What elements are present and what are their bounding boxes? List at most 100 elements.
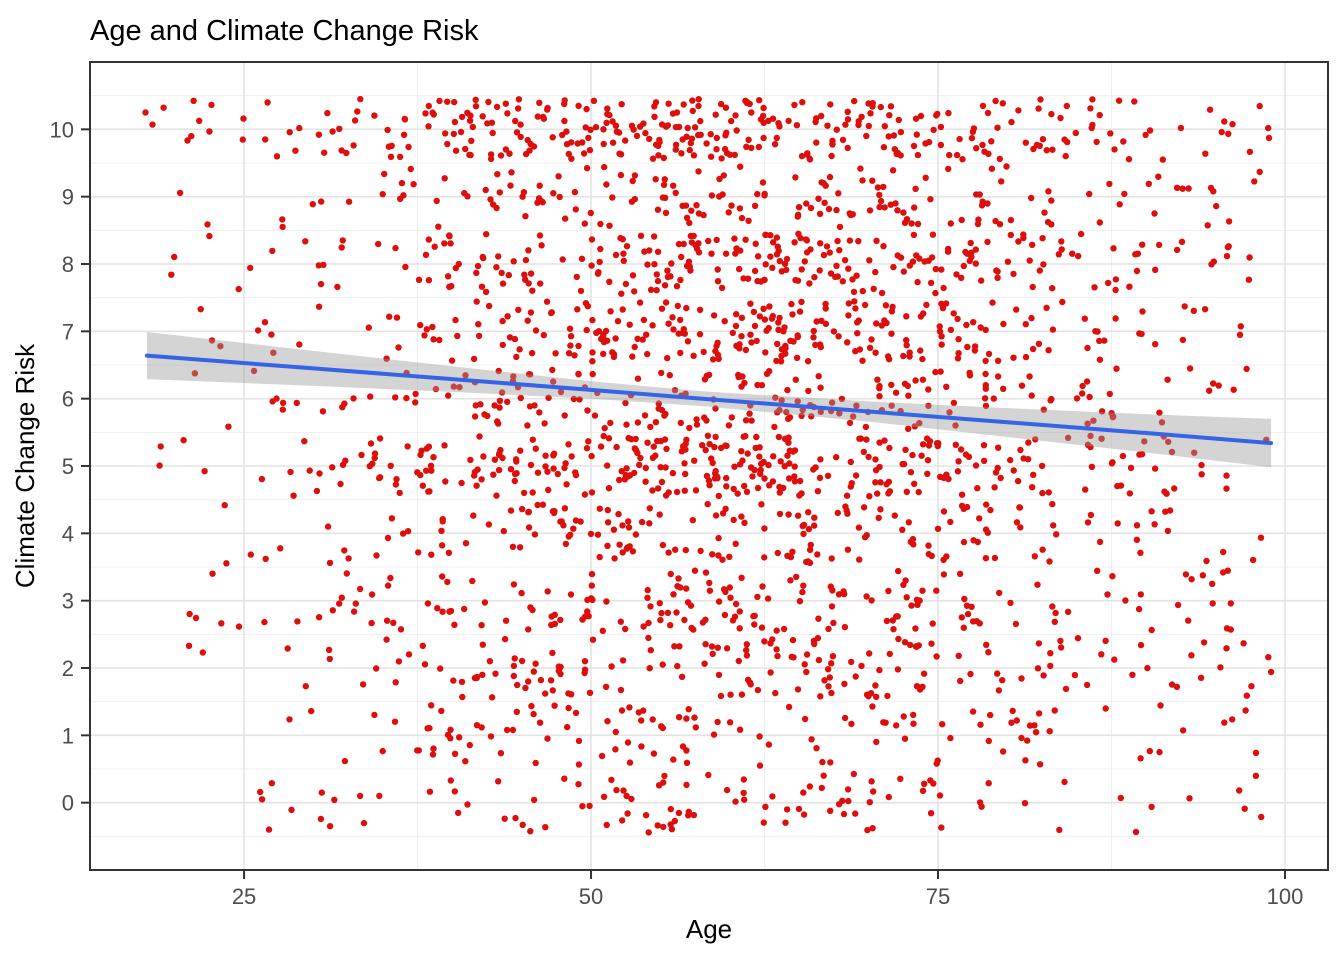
data-point xyxy=(742,236,749,243)
data-point xyxy=(947,734,954,742)
data-point xyxy=(928,254,936,261)
data-point xyxy=(654,248,662,255)
data-point xyxy=(493,492,500,499)
data-point xyxy=(499,280,507,287)
data-point xyxy=(1090,417,1097,424)
data-point xyxy=(485,98,492,106)
data-point xyxy=(288,806,295,814)
data-point xyxy=(688,624,695,632)
data-point xyxy=(912,185,919,192)
data-point xyxy=(1115,97,1123,104)
data-point xyxy=(540,331,547,339)
data-point xyxy=(1040,672,1047,679)
data-point xyxy=(441,240,448,247)
data-point xyxy=(843,507,850,514)
y-axis-title: Climate Change Risk xyxy=(10,343,40,588)
data-point xyxy=(679,136,686,143)
data-point xyxy=(1225,130,1232,137)
data-point xyxy=(917,112,925,120)
data-point xyxy=(735,373,742,381)
data-point xyxy=(617,171,625,179)
data-point xyxy=(1109,573,1116,580)
data-point xyxy=(517,133,524,141)
data-point xyxy=(1049,326,1057,333)
data-point xyxy=(792,376,799,383)
data-point xyxy=(671,387,679,394)
data-point xyxy=(706,440,713,448)
data-point xyxy=(687,139,694,147)
data-point xyxy=(1133,536,1141,543)
data-point xyxy=(1249,556,1257,564)
data-point xyxy=(471,413,479,420)
data-point xyxy=(1025,439,1032,446)
data-point xyxy=(661,412,668,419)
data-point xyxy=(910,720,917,727)
data-point xyxy=(1053,531,1060,538)
data-point xyxy=(940,571,948,578)
data-point xyxy=(787,577,794,584)
data-point xyxy=(583,105,590,113)
data-point xyxy=(1114,520,1121,527)
data-point xyxy=(997,474,1004,482)
data-point xyxy=(496,397,504,404)
data-point xyxy=(855,238,862,245)
data-point xyxy=(1252,749,1260,756)
data-point xyxy=(848,720,855,728)
data-point xyxy=(570,525,577,532)
data-point xyxy=(444,273,452,280)
data-point xyxy=(765,461,772,469)
data-point xyxy=(885,356,893,363)
data-point xyxy=(388,515,396,522)
data-point xyxy=(623,243,631,250)
data-point xyxy=(815,195,822,202)
data-point xyxy=(882,719,889,726)
data-point xyxy=(919,587,926,594)
data-point xyxy=(1106,390,1114,398)
data-point xyxy=(622,280,630,288)
data-point xyxy=(1265,134,1273,142)
data-point xyxy=(718,284,726,292)
data-point xyxy=(829,140,836,148)
data-point xyxy=(994,274,1001,281)
data-point xyxy=(686,146,693,154)
data-point xyxy=(1106,180,1113,188)
data-point xyxy=(617,234,624,242)
data-point xyxy=(920,670,928,677)
data-point xyxy=(943,383,950,390)
data-point xyxy=(886,650,893,658)
data-point xyxy=(658,369,665,377)
data-point xyxy=(833,454,840,461)
data-point xyxy=(464,801,471,808)
data-point xyxy=(296,124,303,132)
y-tick-label: 7 xyxy=(62,319,74,344)
data-point xyxy=(984,529,991,536)
data-point xyxy=(632,531,640,538)
data-point xyxy=(800,582,807,589)
data-point xyxy=(672,146,679,153)
data-point xyxy=(886,112,893,119)
data-point xyxy=(1029,241,1036,248)
data-point xyxy=(1135,605,1143,613)
data-point xyxy=(342,457,349,464)
data-point xyxy=(910,142,918,150)
data-point xyxy=(849,276,856,283)
data-point xyxy=(888,381,895,389)
data-point xyxy=(751,621,758,628)
data-point xyxy=(306,467,313,474)
data-point xyxy=(925,138,933,146)
data-point xyxy=(383,636,390,643)
data-point xyxy=(955,336,962,343)
data-point xyxy=(693,202,700,209)
data-point xyxy=(662,492,670,499)
data-point xyxy=(798,412,805,420)
data-point xyxy=(589,316,596,324)
data-point xyxy=(1057,114,1064,122)
data-point xyxy=(937,123,945,131)
data-point xyxy=(976,799,984,806)
data-point xyxy=(744,450,751,457)
data-point xyxy=(979,141,986,149)
data-point xyxy=(373,552,380,559)
data-point xyxy=(594,531,602,538)
data-point xyxy=(1171,485,1178,492)
